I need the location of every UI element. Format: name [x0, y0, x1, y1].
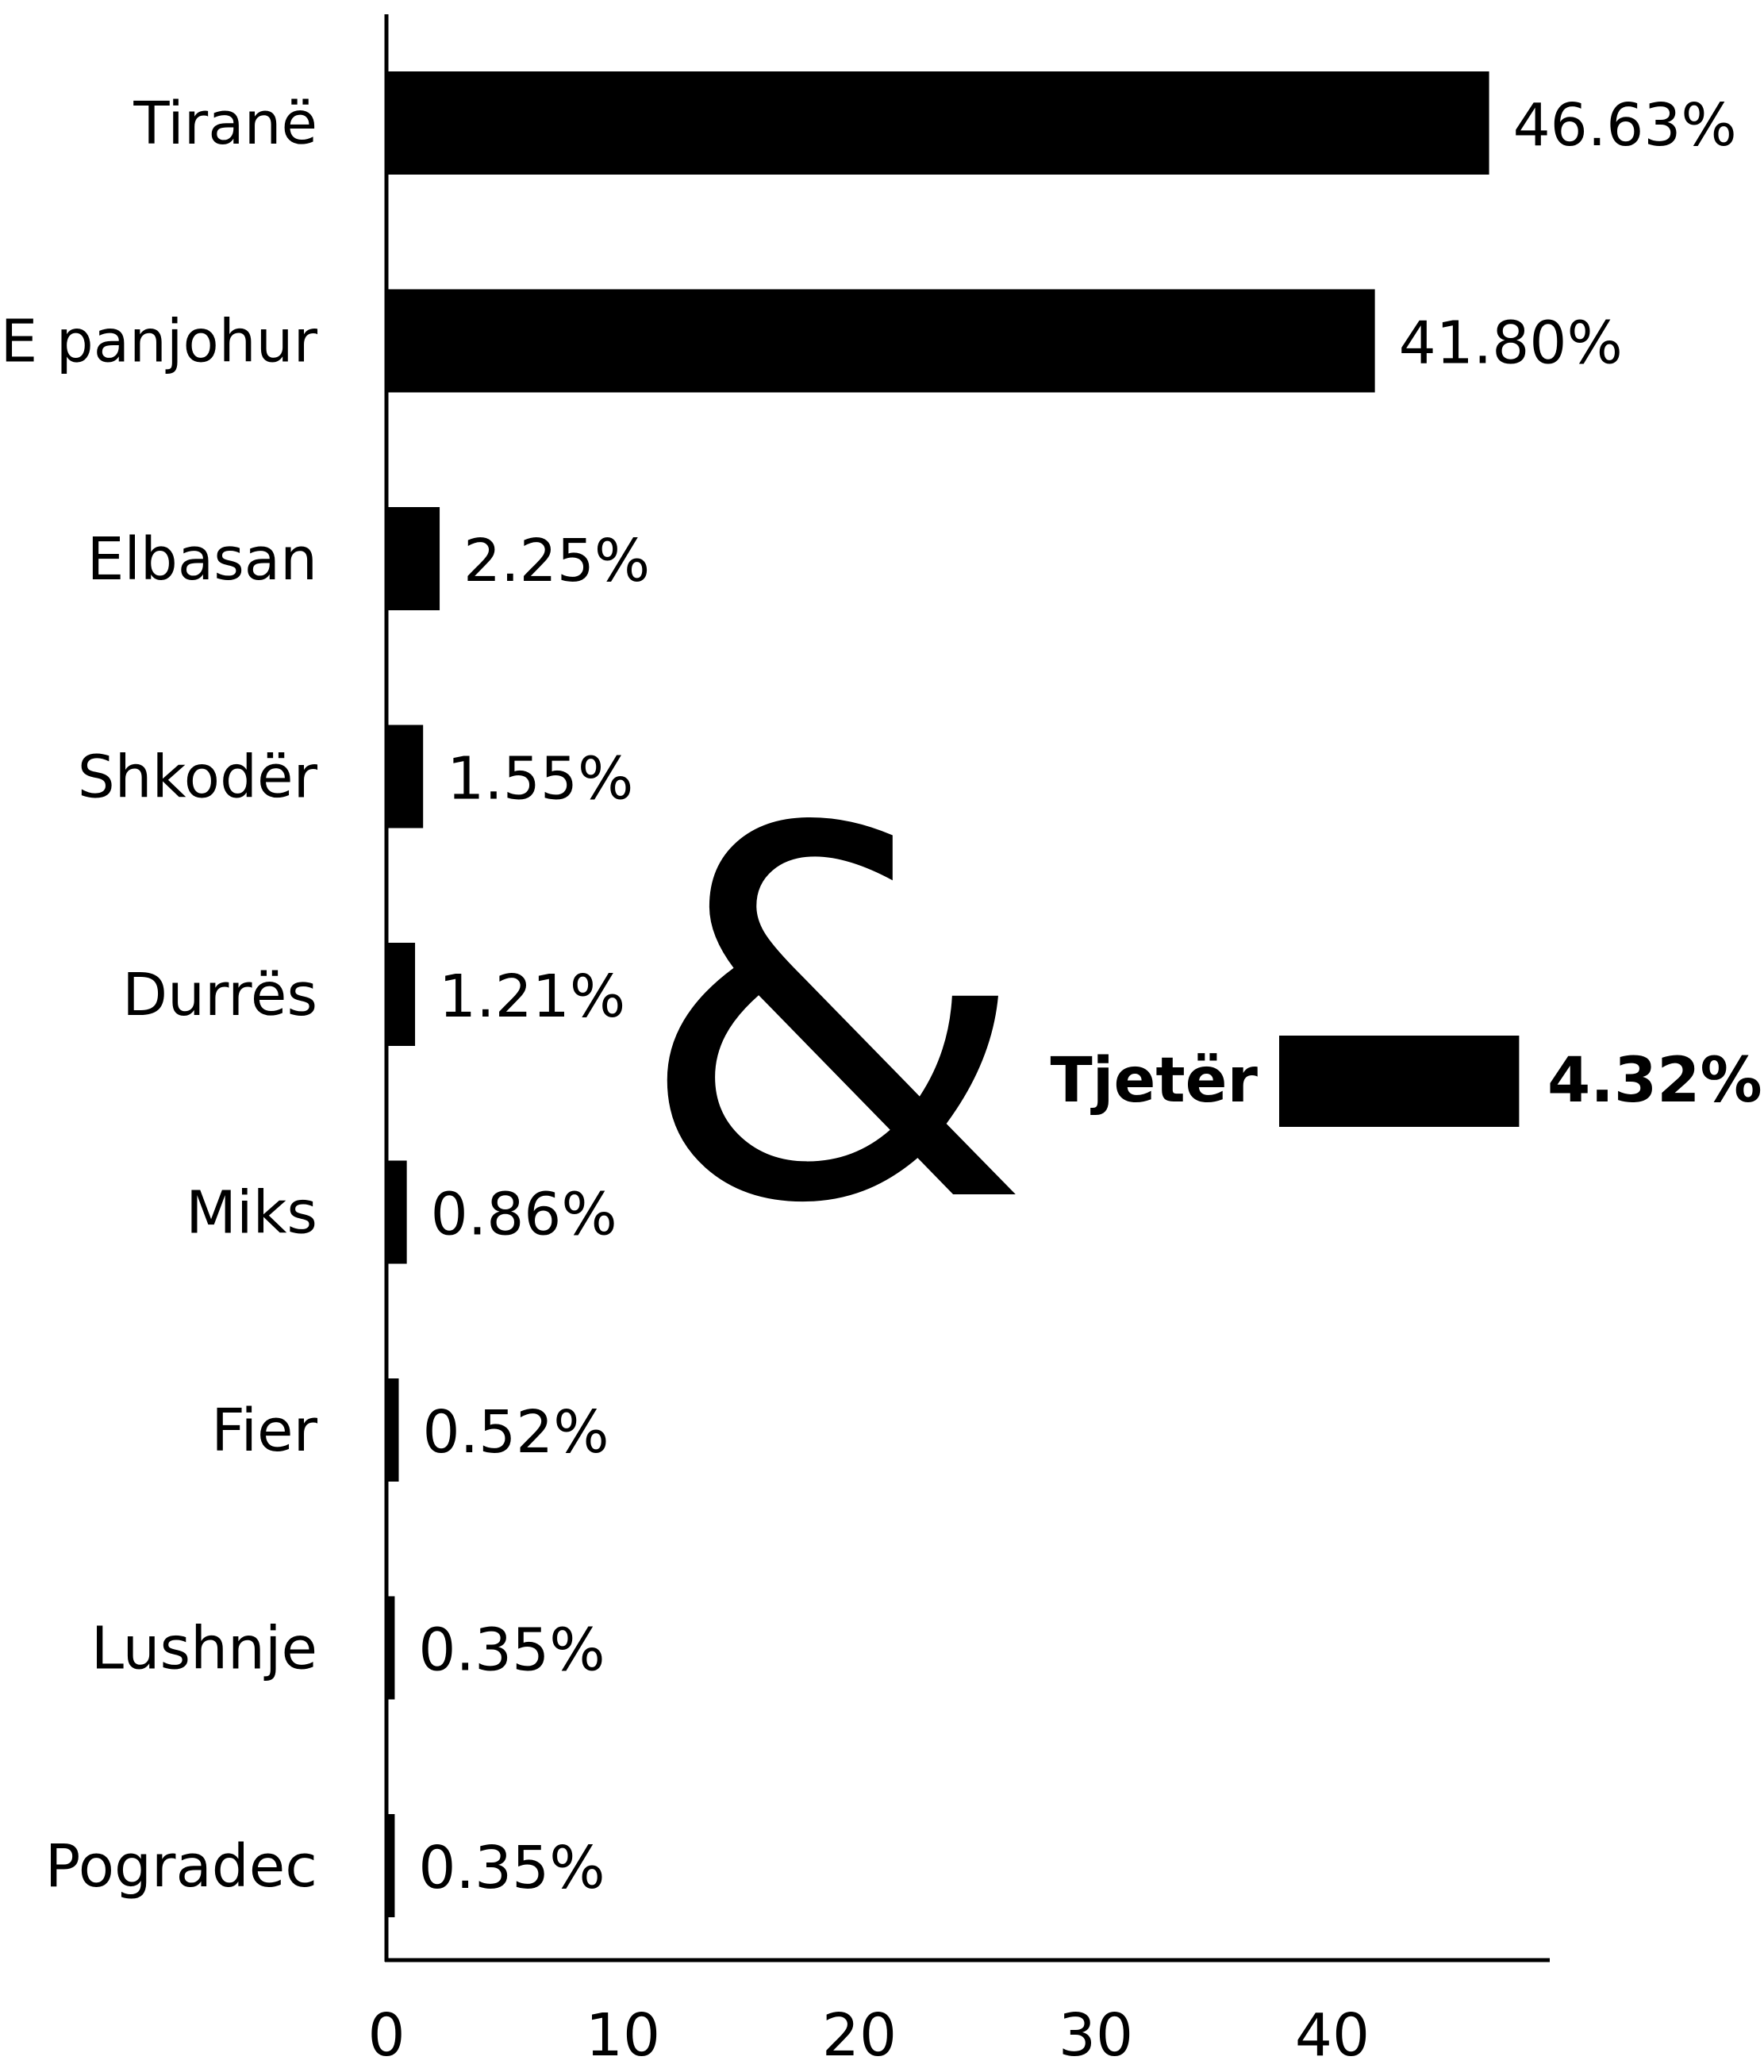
value-label: 0.86%: [431, 1181, 617, 1249]
value-label: 41.80%: [1399, 309, 1623, 378]
category-label: Lushnje: [91, 1615, 317, 1683]
other-label: Tjetër: [1051, 1045, 1259, 1117]
ampersand-symbol: &: [635, 723, 1031, 1314]
value-label: 0.35%: [418, 1616, 605, 1685]
category-label: Miks: [186, 1179, 317, 1247]
value-label: 0.35%: [418, 1834, 605, 1902]
category-label: Tiranë: [133, 90, 317, 158]
bar-shkod-r: [386, 725, 424, 828]
value-label: 1.55%: [447, 745, 633, 813]
category-label: Elbasan: [87, 525, 317, 594]
category-label: Fier: [211, 1397, 317, 1465]
x-tick-label: 20: [822, 2001, 897, 2070]
bar-tiran-: [386, 71, 1489, 175]
x-tick-label: 30: [1059, 2001, 1133, 2070]
value-labels-group: 46.63% 41.80% 2.25% 1.55% 1.21% 0.86% 0.52% 0.3…: [418, 91, 1736, 1902]
bar-fier: [386, 1378, 399, 1482]
bar-lushnje: [386, 1596, 395, 1700]
bar-elbasan: [386, 507, 440, 610]
value-label: 2.25%: [463, 527, 650, 595]
x-tick-labels-group: 0 10 20 30 40: [367, 2001, 1370, 2070]
x-tick-label: 0: [367, 2001, 405, 2070]
category-label: Shkodër: [78, 744, 318, 812]
other-bar: [1279, 1036, 1520, 1127]
category-label: E panjohur: [0, 308, 317, 376]
bar-pogradec: [386, 1814, 395, 1917]
bar-durr-s: [386, 943, 416, 1046]
category-label: Pogradec: [45, 1832, 317, 1901]
value-label: 0.52%: [422, 1398, 609, 1467]
value-label: 46.63%: [1513, 91, 1737, 160]
category-labels-group: Tiranë E panjohur Elbasan Shkodër Durrës Miks…: [0, 90, 317, 1901]
other-value-label: 4.32%: [1547, 1045, 1762, 1117]
bar-miks: [386, 1160, 407, 1264]
category-label: Durrës: [122, 961, 317, 1029]
x-tick-label: 40: [1295, 2001, 1370, 2070]
x-tick-label: 10: [586, 2001, 660, 2070]
value-label: 1.21%: [439, 963, 625, 1031]
bar-e-panjohur: [386, 289, 1375, 393]
bars-group: [386, 71, 1489, 1917]
